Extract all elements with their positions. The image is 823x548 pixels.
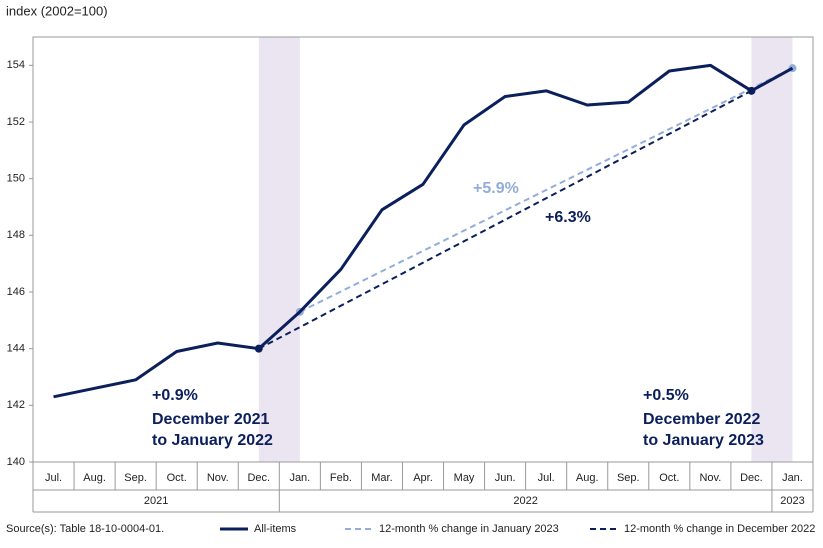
x-tick-label: May: [454, 472, 475, 484]
annotation: +0.5%: [643, 387, 689, 404]
x-tick-label: Apr.: [413, 472, 433, 484]
x-tick-label: Oct.: [659, 472, 679, 484]
x-tick-label: Sep.: [617, 472, 640, 484]
year-label: 2022: [513, 495, 537, 507]
x-tick-label: Jul.: [45, 472, 62, 484]
y-tick-label: 144: [7, 343, 25, 355]
y-axis-label: index (2002=100): [6, 3, 108, 18]
x-tick-label: Mar.: [371, 472, 392, 484]
source: Source(s): Table 18-10-0004-01.: [6, 523, 164, 535]
y-tick-label: 140: [7, 456, 25, 468]
highlight-band: [258, 37, 300, 462]
x-tick-label: Nov.: [207, 472, 229, 484]
year-label: 2023: [780, 495, 804, 507]
annotation: to January 2022: [152, 432, 273, 449]
annotation: +0.9%: [152, 387, 198, 404]
x-tick-label: Dec.: [247, 472, 270, 484]
y-tick-label: 148: [7, 229, 25, 241]
x-tick-label: Jan.: [289, 472, 310, 484]
annotation: to January 2023: [643, 432, 764, 449]
annotation: +5.9%: [473, 180, 519, 197]
y-tick-label: 150: [7, 173, 25, 185]
series-line: [258, 89, 752, 350]
y-tick-label: 152: [7, 116, 25, 128]
x-tick-label: Jan.: [782, 472, 803, 484]
annotation: December 2021: [152, 411, 270, 428]
legend-label: 12-month % change in January 2023: [379, 523, 559, 535]
series-line: [53, 63, 794, 399]
y-tick-label: 142: [7, 399, 25, 411]
series-line: [299, 67, 793, 313]
x-tick-label: Aug.: [83, 472, 106, 484]
x-tick-label: Dec.: [740, 472, 763, 484]
x-tick-label: Jul.: [538, 472, 555, 484]
x-tick-label: Sep.: [124, 472, 147, 484]
legend-label: 12-month % change in December 2022: [624, 523, 815, 535]
y-tick-label: 154: [7, 59, 25, 71]
x-tick-label: Aug.: [576, 472, 599, 484]
annotation: +6.3%: [545, 209, 591, 226]
x-tick-label: Oct.: [167, 472, 187, 484]
x-tick-label: Jun.: [495, 472, 516, 484]
y-tick-label: 146: [7, 286, 25, 298]
legend-label: All-items: [254, 523, 297, 535]
x-tick-label: Nov.: [699, 472, 721, 484]
x-tick-label: Feb.: [330, 472, 352, 484]
highlight-band: [751, 37, 793, 462]
annotation: December 2022: [643, 411, 761, 428]
year-label: 2021: [144, 495, 168, 507]
plot-frame: [32, 36, 814, 463]
